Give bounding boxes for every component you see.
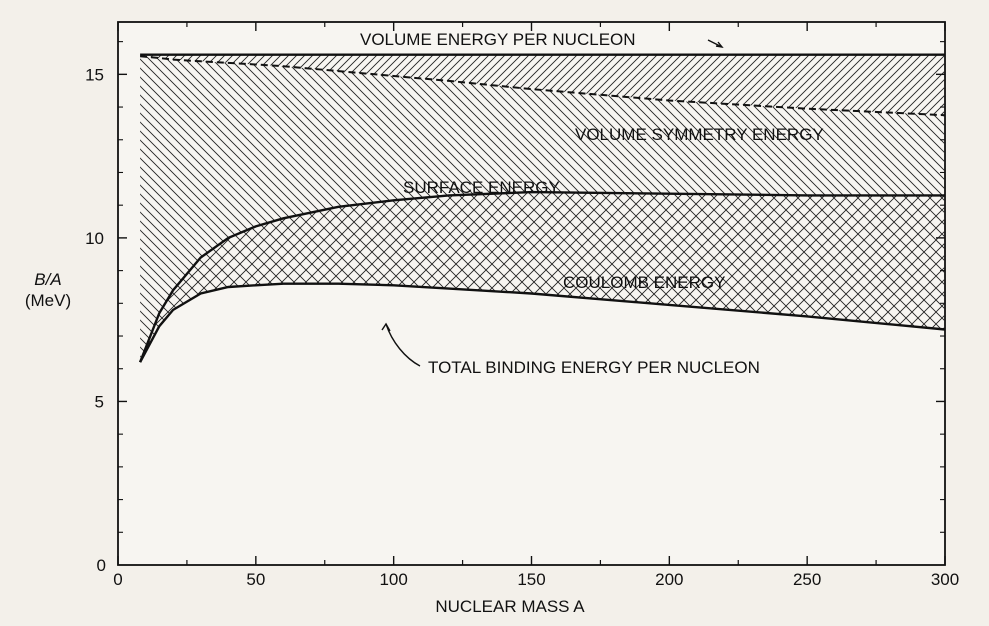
x-tick-label: 0: [113, 570, 122, 589]
leader-total-binding-arrowhead: [381, 322, 391, 332]
y-tick-label-zero: 0: [97, 556, 106, 575]
axis-ticks: [117, 22, 946, 565]
x-axis-title: NUCLEAR MASS A: [435, 597, 585, 616]
leader-volume-energy: [707, 39, 723, 48]
x-tick-label: 250: [793, 570, 821, 589]
energy-curves: [138, 53, 945, 363]
region-coulomb: [140, 192, 945, 363]
region-volume-symmetry: [140, 54, 945, 116]
annotation-total-binding-energy: TOTAL BINDING ENERGY PER NUCLEON: [428, 358, 760, 377]
x-tick-label: 200: [655, 570, 683, 589]
leader-volume-energy-arrowhead: [715, 41, 724, 48]
label-surface-energy: SURFACE ENERGY: [403, 178, 560, 197]
annotation-volume-energy: VOLUME ENERGY PER NUCLEON: [360, 30, 636, 49]
energy-regions: [140, 54, 945, 363]
y-tick-label: 5: [95, 392, 104, 411]
x-tick-label: 150: [517, 570, 545, 589]
label-coulomb-energy: COULOMB ENERGY: [563, 273, 725, 292]
y-axis-unit: (MeV): [25, 291, 71, 310]
label-volume-symmetry-energy: VOLUME SYMMETRY ENERGY: [575, 125, 824, 144]
curve-surface: [138, 190, 945, 363]
leader-total-binding: [385, 323, 421, 367]
x-tick-label: 300: [931, 570, 959, 589]
y-axis-title: B/A: [34, 270, 61, 289]
curve-volume-symmetry: [140, 55, 945, 117]
y-tick-label: 15: [85, 65, 104, 84]
y-tick-label: 10: [85, 229, 104, 248]
x-tick-label: 100: [379, 570, 407, 589]
curve-total-binding-energy: [139, 282, 945, 363]
region-surface: [140, 56, 945, 363]
x-tick-label: 50: [246, 570, 265, 589]
